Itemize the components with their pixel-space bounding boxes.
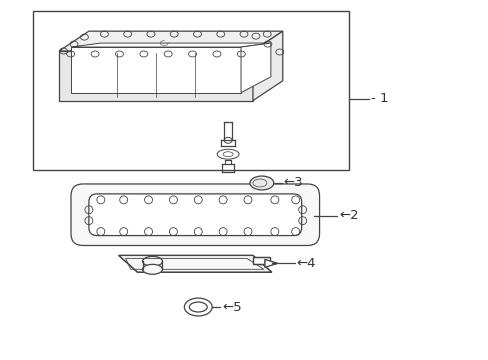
Text: - 1: - 1 (370, 92, 388, 105)
Ellipse shape (142, 264, 162, 274)
Polygon shape (252, 257, 269, 264)
Polygon shape (252, 31, 282, 100)
Text: ←2: ←2 (339, 209, 358, 222)
Text: ←3: ←3 (283, 176, 303, 189)
Polygon shape (71, 47, 241, 93)
FancyBboxPatch shape (89, 194, 301, 235)
Polygon shape (241, 43, 270, 93)
Polygon shape (59, 51, 252, 100)
Ellipse shape (249, 176, 273, 190)
Polygon shape (119, 255, 271, 272)
Polygon shape (59, 31, 282, 51)
FancyBboxPatch shape (71, 184, 319, 246)
Text: ←5: ←5 (222, 301, 241, 314)
Bar (33, 11, 349, 170)
Polygon shape (71, 43, 270, 47)
Polygon shape (264, 260, 277, 267)
Text: ←4: ←4 (296, 257, 316, 270)
Ellipse shape (224, 137, 232, 143)
